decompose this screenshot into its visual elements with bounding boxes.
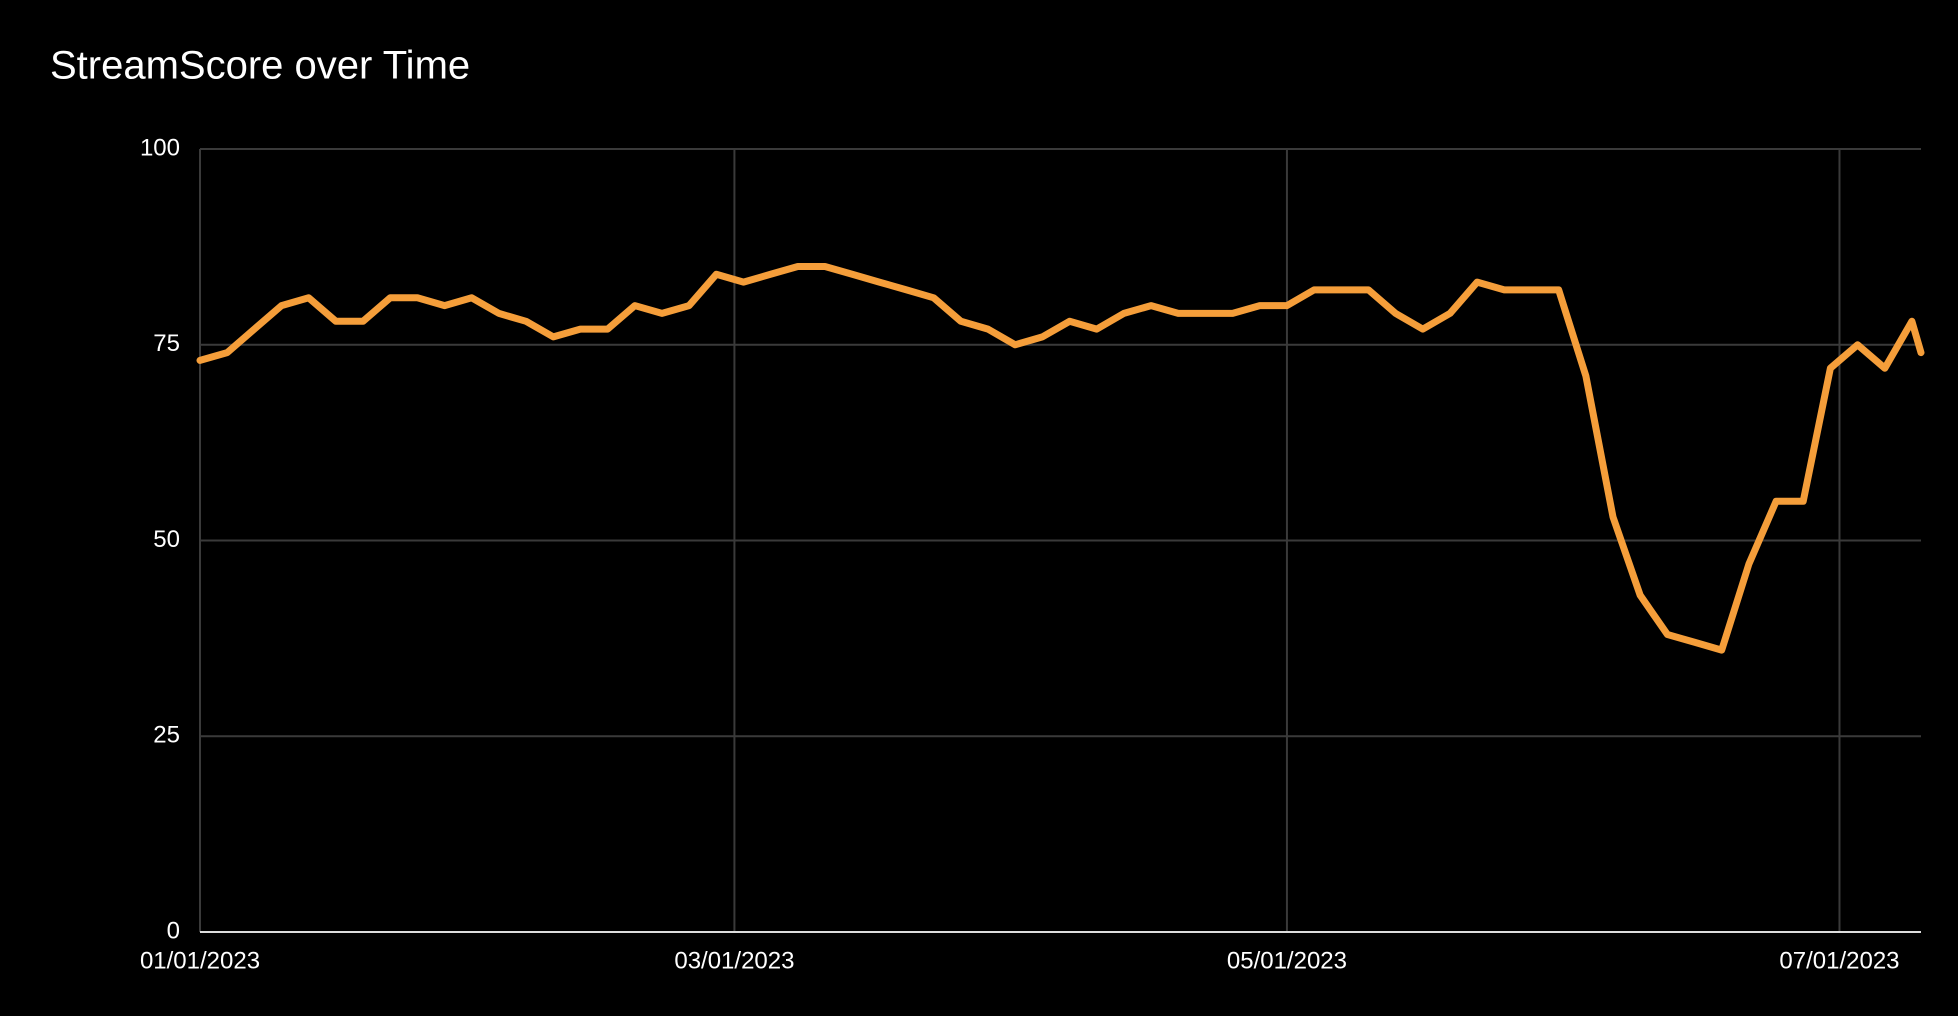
y-tick-label: 25 bbox=[153, 722, 180, 749]
y-tick-label: 50 bbox=[153, 526, 180, 553]
y-tick-label: 75 bbox=[153, 330, 180, 357]
chart-title: StreamScore over Time bbox=[50, 44, 470, 88]
x-tick-label: 07/01/2023 bbox=[1779, 947, 1899, 974]
y-tick-label: 100 bbox=[140, 134, 180, 161]
x-tick-label: 03/01/2023 bbox=[674, 947, 794, 974]
x-tick-label: 05/01/2023 bbox=[1227, 947, 1347, 974]
data-line bbox=[196, 263, 1925, 654]
y-tick-label: 0 bbox=[167, 917, 180, 944]
x-tick-label: 01/01/2023 bbox=[140, 947, 260, 974]
